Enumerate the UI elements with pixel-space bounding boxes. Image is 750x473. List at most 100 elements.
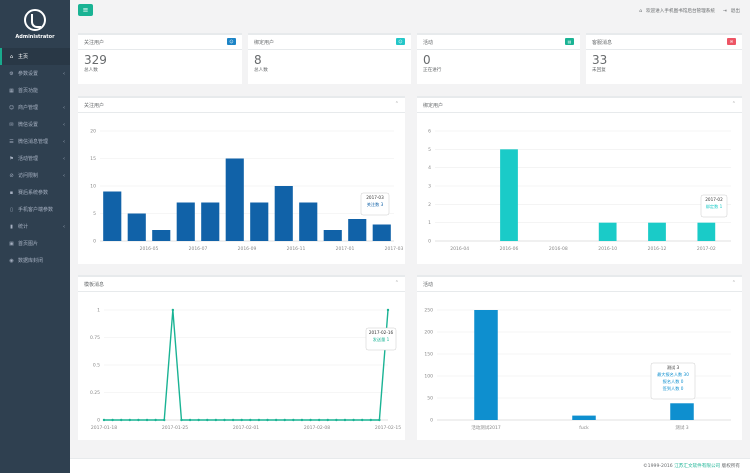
- sidebar-item[interactable]: ☰ 微信消息管理 ‹: [0, 133, 70, 150]
- y-tick-label: 5: [428, 147, 431, 153]
- sidebar-item[interactable]: ✉ 微信设置 ‹: [0, 116, 70, 133]
- company-link[interactable]: 江苏汇文软件有限公司: [674, 464, 721, 469]
- y-tick-label: 250: [424, 308, 433, 314]
- chevron-up-icon[interactable]: ⌃: [731, 280, 736, 286]
- y-tick-label: 1: [428, 220, 431, 226]
- chevron-left-icon: ‹: [63, 138, 65, 145]
- rights-text: 版权所有: [721, 464, 740, 469]
- stat-card: 客服消息 ✉ 33 未回复: [586, 33, 742, 84]
- stat-subtitle: 总人数: [254, 68, 268, 73]
- sidebar-item[interactable]: ▪ 赛后系统参数: [0, 184, 70, 201]
- stat-subtitle: 正在进行: [423, 68, 442, 73]
- data-point: [352, 418, 355, 422]
- data-point: [120, 418, 123, 422]
- chevron-up-icon[interactable]: ⌃: [394, 101, 399, 107]
- chart-icon: ▮: [10, 223, 13, 230]
- sidebar-item[interactable]: ▮ 统计 ‹: [0, 218, 70, 235]
- stat-value: 8: [254, 53, 262, 67]
- stat-badge-icon: ☺: [396, 38, 405, 45]
- bar: [250, 202, 269, 241]
- x-tick-label: 2017-02-01: [233, 425, 259, 431]
- sidebar-item[interactable]: ⌂ 主页: [0, 48, 70, 65]
- panel-title: 活动: [423, 282, 434, 288]
- bar: [670, 403, 694, 420]
- stat-badge-icon: ✉: [727, 38, 736, 45]
- data-point: [111, 418, 114, 422]
- y-tick-label: 2: [428, 202, 431, 208]
- sidebar-item[interactable]: ⊘ 访问限制 ‹: [0, 167, 70, 184]
- menu-toggle-button[interactable]: ≡: [78, 4, 93, 16]
- chevron-left-icon: ‹: [63, 155, 65, 162]
- tooltip-text: 2017-02: [705, 197, 723, 202]
- bar: [372, 224, 391, 241]
- sidebar-item[interactable]: ⚑ 活动管理 ‹: [0, 150, 70, 167]
- sidebar-item[interactable]: ☺ 商户管理 ‹: [0, 99, 70, 116]
- stat-subtitle: 总人数: [84, 68, 98, 73]
- y-tick-label: 5: [93, 211, 96, 217]
- data-point: [266, 418, 269, 422]
- tooltip-text: 发送量 1: [373, 336, 390, 343]
- data-point: [257, 418, 261, 422]
- grid-icon: ▦: [9, 87, 14, 94]
- x-tick-label: 2017-01-25: [162, 425, 188, 431]
- data-point: [206, 418, 209, 422]
- wechat-icon: ✉: [9, 121, 14, 128]
- tooltip-text: 最大报名人数 30: [657, 371, 689, 378]
- sidebar-item-label: 手机客户端参数: [18, 207, 54, 213]
- sidebar-item[interactable]: ⚙ 参数设置 ‹: [0, 65, 70, 82]
- data-point: [180, 418, 183, 422]
- message-icon: ☰: [9, 138, 14, 145]
- copyright-text: ©1999-2016: [643, 464, 673, 469]
- apps-icon: ▪: [9, 189, 14, 196]
- stat-value: 329: [84, 53, 107, 67]
- y-tick-label: 50: [427, 396, 433, 402]
- stat-title: 关注用户: [84, 40, 105, 46]
- sidebar-item-label: 微信消息管理: [18, 139, 49, 145]
- data-point: [378, 418, 381, 422]
- tooltip-text: 签到人数 0: [663, 385, 684, 392]
- panel-title: 绑定用户: [423, 103, 444, 109]
- y-tick-label: 200: [424, 330, 433, 336]
- chart-tooltip: [360, 192, 390, 216]
- chevron-up-icon[interactable]: ⌃: [394, 280, 399, 286]
- y-tick-label: 4: [428, 165, 431, 171]
- image-icon: ▣: [9, 240, 14, 247]
- stat-title: 绑定用户: [254, 40, 275, 46]
- bar: [274, 186, 293, 241]
- x-tick-label: 2016-07: [189, 246, 208, 252]
- bar: [323, 230, 342, 241]
- bound-users-chart-panel: 绑定用户 ⌃ 0 1 2 3 4 5 6 2016-04 2016-06 2016-08 2016-1…: [417, 96, 742, 264]
- data-point: [360, 418, 364, 422]
- bar: [225, 158, 244, 241]
- data-point: [326, 418, 329, 422]
- chart-tooltip: [365, 327, 397, 351]
- data-point: [223, 418, 226, 422]
- data-point: [128, 418, 132, 422]
- sidebar: Administrator ⌂ 主页 ⚙ 参数设置 ‹ ▦ 首页功能 ☺ 商户管理 ‹ ✉ 微信设置 ‹…: [0, 0, 70, 473]
- data-point: [274, 418, 278, 422]
- y-tick-label: 6: [428, 129, 431, 135]
- sidebar-item[interactable]: ▣ 首页图片: [0, 235, 70, 252]
- sidebar-item-label: 商户管理: [18, 105, 39, 111]
- y-tick-label: 0.75: [90, 335, 100, 341]
- x-tick-label: 2016-12: [648, 246, 667, 252]
- followers-chart: 0 5 10 15 20 2016-05 2016-07 2016-09 2016-11 2017…: [90, 129, 403, 253]
- bar: [572, 415, 596, 420]
- home-icon: ⌂: [639, 8, 643, 14]
- chevron-up-icon[interactable]: ⌃: [731, 101, 736, 107]
- brand-name: Administrator: [15, 34, 55, 40]
- chevron-left-icon: ‹: [63, 121, 65, 128]
- sidebar-item-label: 活动管理: [18, 156, 39, 162]
- bar: [500, 149, 518, 241]
- logout-link[interactable]: 退出: [730, 9, 740, 14]
- chevron-left-icon: ‹: [63, 223, 65, 230]
- sidebar-item[interactable]: ◉ 数据库封闭: [0, 252, 70, 269]
- sidebar-item[interactable]: ▯ 手机客户端参数: [0, 201, 70, 218]
- mobile-icon: ▯: [10, 206, 13, 213]
- stat-card: 绑定用户 ☺ 8 总人数: [248, 33, 411, 84]
- panel-title: 模板消息: [84, 282, 105, 288]
- x-tick-label: fuck: [579, 425, 589, 431]
- sidebar-item[interactable]: ▦ 首页功能: [0, 82, 70, 99]
- x-tick-label: 2016-08: [549, 246, 568, 252]
